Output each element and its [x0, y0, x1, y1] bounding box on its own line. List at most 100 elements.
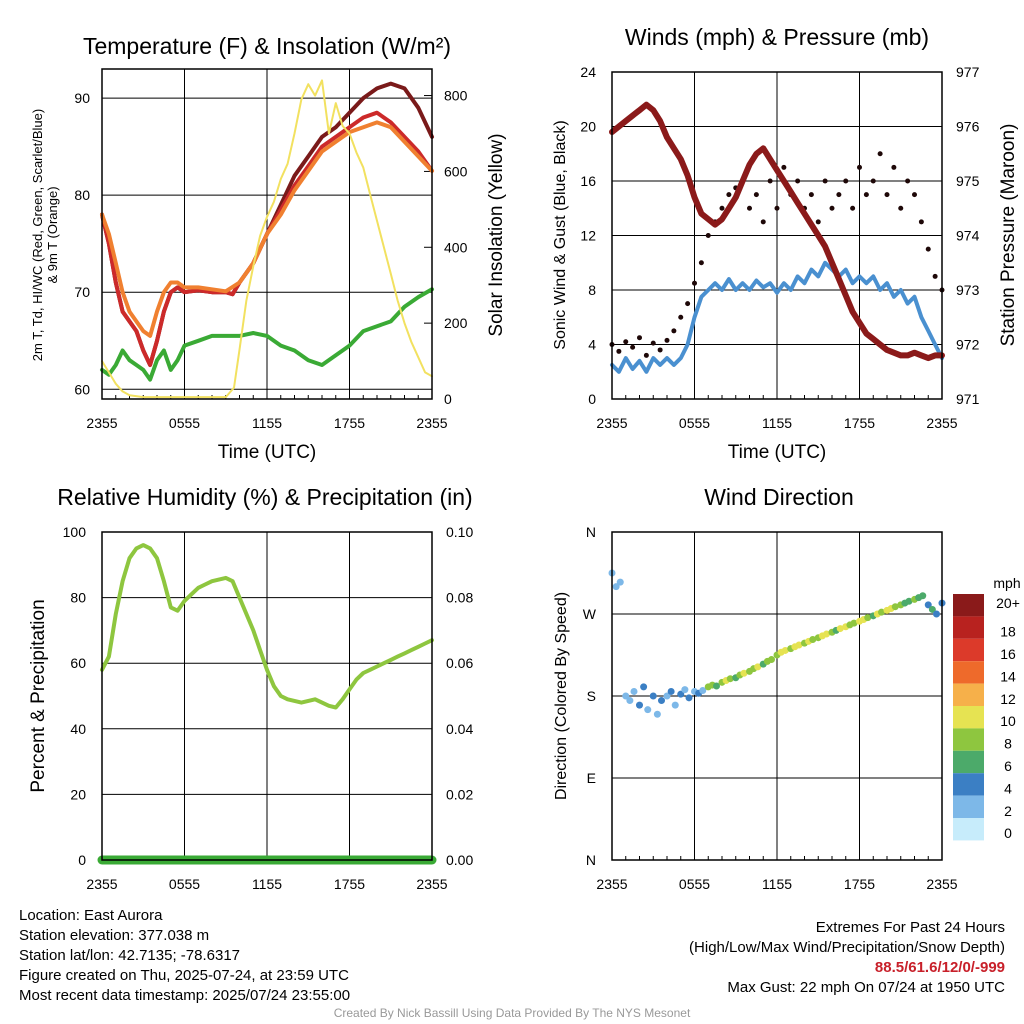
gust-point [719, 205, 725, 211]
legend-label: 4 [1004, 780, 1012, 796]
gust-point [664, 337, 670, 343]
direction-point [836, 625, 844, 633]
direction-point [823, 630, 830, 638]
legend-swatch [953, 773, 984, 796]
gust-point [932, 273, 938, 279]
y-tick-label: 90 [74, 90, 90, 106]
direction-point [933, 610, 940, 618]
direction-point [658, 697, 665, 705]
y2-tick-label: 800 [444, 88, 468, 104]
legend-swatch [953, 661, 984, 684]
latlon-text: Station lat/lon: 42.7135; -78.6317 [19, 947, 241, 964]
y2-tick-label: 0.08 [446, 590, 473, 606]
y2-tick-label: 200 [444, 315, 468, 331]
y-tick-label: 16 [580, 173, 596, 189]
x-tick-label: 2355 [596, 415, 627, 431]
direction-point [891, 603, 899, 611]
series-line-2 [610, 260, 944, 374]
gust-point [884, 192, 890, 198]
direction-point [726, 675, 734, 683]
gust-point [808, 192, 814, 198]
y-tick-label: 100 [63, 524, 87, 540]
direction-point [754, 663, 762, 671]
x-axis-label: Time (UTC) [728, 442, 827, 463]
y-axis-label: 2m T, Td, HI/WC (Red, Green, Scarlet/Blu… [30, 109, 45, 361]
y-tick-label: 80 [74, 187, 90, 203]
y2-tick-label: 0.10 [446, 524, 473, 540]
y2-axis-label: Station Pressure (Maroon) [998, 124, 1019, 347]
direction-point [740, 669, 748, 677]
y2-tick-label: 0.06 [446, 655, 473, 671]
direction-point [878, 608, 885, 616]
series-line-4 [100, 287, 434, 382]
legend-swatch [953, 706, 984, 729]
direction-point [626, 697, 634, 705]
legend-label: 8 [1004, 736, 1012, 752]
y2-tick-label: 972 [956, 337, 980, 353]
legend-label: 18 [1000, 624, 1016, 640]
direction-point [667, 687, 675, 695]
y2-tick-label: 0 [444, 391, 452, 407]
gust-point [857, 164, 862, 170]
direction-point [850, 619, 858, 627]
legend-swatch [953, 683, 984, 706]
y-tick-label: S [587, 688, 596, 704]
direction-point [612, 583, 620, 591]
gust-point [767, 178, 773, 184]
plot-frame [611, 71, 943, 400]
series-line-3 [609, 101, 945, 362]
x-tick-label: 2355 [416, 876, 447, 892]
gust-point [912, 192, 917, 198]
legend-label: 0 [1004, 825, 1012, 841]
gust-point [925, 246, 931, 252]
gust-point [643, 352, 649, 358]
gust-point [650, 340, 656, 346]
gust-point [685, 301, 691, 307]
x-tick-label: 0555 [679, 876, 710, 892]
y2-tick-label: 977 [956, 64, 980, 80]
gust-point [829, 205, 835, 211]
gust-point [671, 328, 677, 334]
gust-point [630, 344, 636, 350]
gust-point [795, 178, 801, 184]
recent-data-text: Most recent data timestamp: 2025/07/24 2… [19, 987, 351, 1004]
legend-title: mph [993, 575, 1020, 591]
y-tick-label: 80 [70, 590, 86, 606]
y-tick-label: 40 [70, 721, 86, 737]
y-tick-label: W [583, 606, 597, 622]
direction-point [809, 636, 817, 644]
x-tick-label: 2355 [86, 876, 117, 892]
y2-tick-label: 973 [956, 282, 980, 298]
gust-point [726, 192, 732, 198]
legend-label: 20+ [996, 595, 1020, 611]
x-tick-label: 1155 [252, 415, 282, 431]
gust-point [623, 339, 629, 345]
gust-point [678, 314, 684, 320]
direction-point [649, 692, 657, 700]
chart-title: Wind Direction [704, 484, 854, 510]
y2-tick-label: 971 [956, 391, 980, 407]
series-line-5 [101, 79, 433, 399]
direction-point [653, 710, 661, 718]
legend-swatch [953, 795, 984, 818]
y-tick-label: 0 [588, 391, 596, 407]
y-tick-label: 0 [78, 852, 86, 868]
credit-text: Created By Nick Bassill Using Data Provi… [333, 1006, 691, 1020]
gust-point [698, 260, 704, 266]
direction-point [640, 683, 648, 691]
gust-point [863, 192, 869, 198]
gust-point [918, 219, 924, 225]
y-tick-label: 60 [74, 381, 90, 397]
series-line-1 [100, 543, 434, 710]
location-text: Location: East Aurora [19, 907, 163, 924]
plot-frame [101, 531, 433, 861]
gust-point [891, 164, 897, 170]
series-line-3 [100, 120, 434, 338]
x-tick-label: 1155 [762, 415, 792, 431]
gust-point [822, 178, 828, 184]
legend-label: 14 [1000, 668, 1016, 684]
y2-tick-label: 0.04 [446, 721, 473, 737]
y-axis-label: & 9m T (Orange) [45, 186, 60, 283]
x-tick-label: 1755 [334, 415, 365, 431]
